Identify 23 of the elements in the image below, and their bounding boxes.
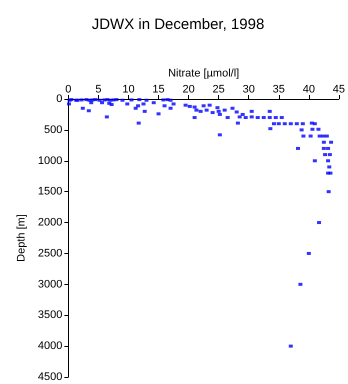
y-tick-label: 3500 xyxy=(38,309,62,322)
y-tick-label: 500 xyxy=(44,124,62,136)
y-axis-title: Depth [m] xyxy=(16,214,28,262)
y-tick-label: 2000 xyxy=(38,216,62,229)
x-tick-label: 35 xyxy=(272,84,285,96)
x-tick-label: 25 xyxy=(212,84,225,96)
y-tick-label: 4500 xyxy=(38,371,62,383)
x-tick-label: 40 xyxy=(302,84,315,96)
x-tick-label: 30 xyxy=(242,84,255,96)
y-tick-label: 0 xyxy=(56,93,62,105)
y-tick-label: 2500 xyxy=(38,247,62,260)
x-tick-label: 20 xyxy=(182,84,195,96)
y-tick-label: 1500 xyxy=(38,186,62,198)
x-tick-label: 10 xyxy=(122,84,135,96)
y-tick-label: 4000 xyxy=(38,340,62,352)
x-tick-label: 45 xyxy=(332,84,346,96)
x-tick-label: 0 xyxy=(65,84,72,96)
x-tick-label: 5 xyxy=(95,84,102,96)
x-axis-title: Nitrate [µmol/l] xyxy=(168,68,240,80)
x-tick-label: 15 xyxy=(152,84,165,96)
y-tick-label: 1000 xyxy=(38,154,62,167)
chart-title: JDWX in December, 1998 xyxy=(92,16,264,33)
y-tick-label: 3000 xyxy=(38,278,62,290)
